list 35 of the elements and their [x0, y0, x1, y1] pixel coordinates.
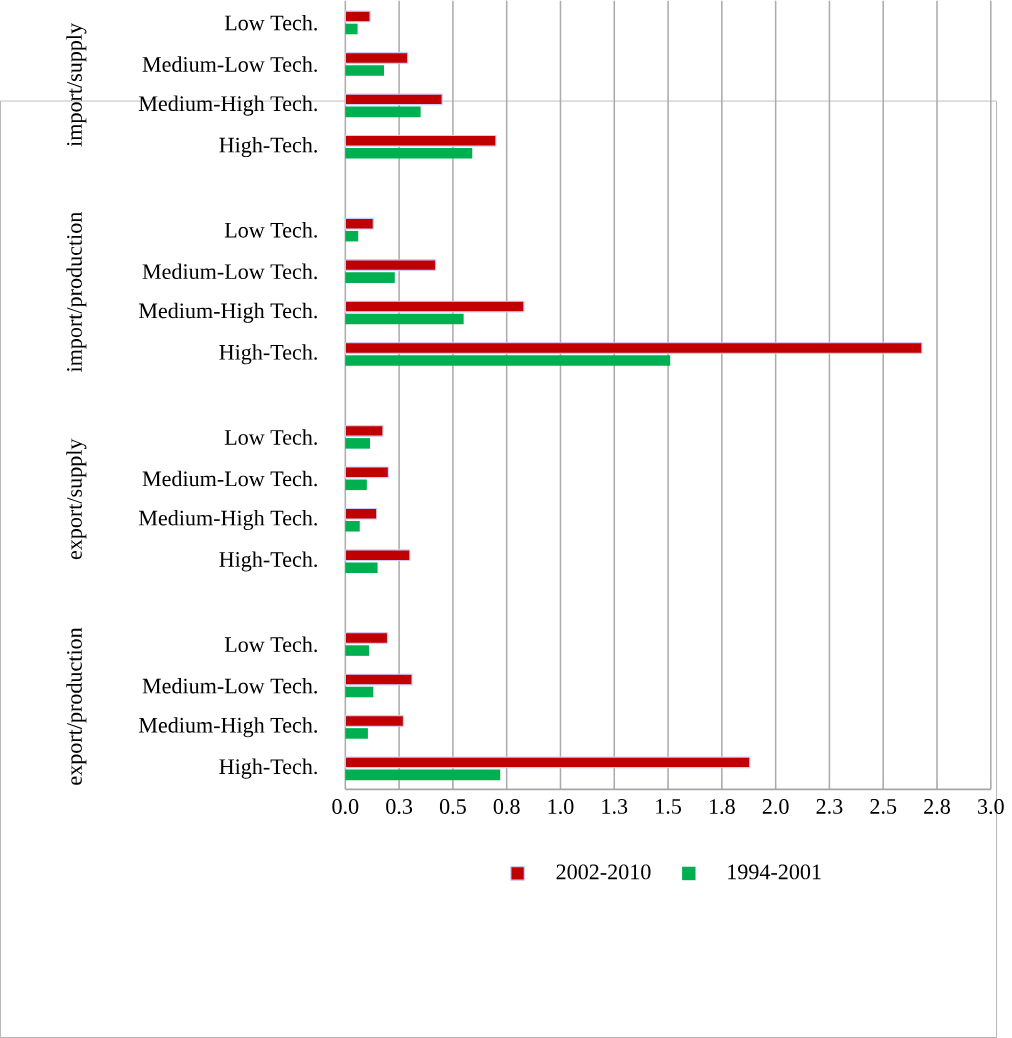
- text: export/supply: [66, 438, 87, 560]
- x-tick-label: 2.5: [870, 799, 897, 814]
- x-tick-label: 0.0: [332, 799, 359, 815]
- y-tick-label: Medium-High Tech.: [138, 95, 317, 116]
- y-tick-label: Medium-Low Tech.: [142, 263, 317, 280]
- y-tick-label: Low Tech.: [224, 222, 317, 238]
- y-tick-label: Medium-High Tech.: [138, 717, 317, 738]
- y-tick-label: Low Tech.: [224, 636, 317, 653]
- x-tick-label: 1.5: [656, 799, 682, 814]
- y-tick-label: Medium-High Tech.: [138, 509, 317, 531]
- x-tick-label: 0.3: [386, 799, 413, 815]
- y-tick-label: Low Tech.: [224, 14, 317, 31]
- x-tick-label: 0.8: [493, 799, 520, 815]
- x-tick-label: 1.0: [548, 799, 574, 815]
- x-tick-label: 1.8: [709, 799, 735, 815]
- y-tick-label: Medium-Low Tech.: [142, 56, 317, 72]
- x-tick-label: 2.8: [924, 799, 950, 815]
- x-tick-label: 0.5: [439, 799, 466, 815]
- x-tick-label: 3.0: [978, 799, 1004, 815]
- legend-label: 2002-2010: [556, 864, 651, 880]
- y-tick-label: High-Tech.: [219, 136, 317, 158]
- text: import/production: [66, 212, 87, 373]
- y-tick-label: Medium-High Tech.: [138, 302, 317, 323]
- x-tick-label: 2.0: [762, 799, 789, 815]
- x-tick-label: 1.3: [602, 799, 628, 814]
- y-tick-label: Low Tech.: [224, 429, 317, 445]
- y-tick-label: Medium-Low Tech.: [142, 677, 317, 694]
- text: import/supply: [66, 22, 87, 147]
- x-tick-label: 2.3: [816, 799, 843, 814]
- text: export/production: [66, 627, 87, 785]
- y-tick-label: Medium-Low Tech.: [142, 470, 317, 487]
- y-tick-label: High-Tech.: [219, 344, 317, 365]
- y-tick-label: High-Tech.: [219, 758, 317, 779]
- y-tick-label: High-Tech.: [219, 551, 317, 572]
- legend-label: 1994-2001: [728, 864, 821, 880]
